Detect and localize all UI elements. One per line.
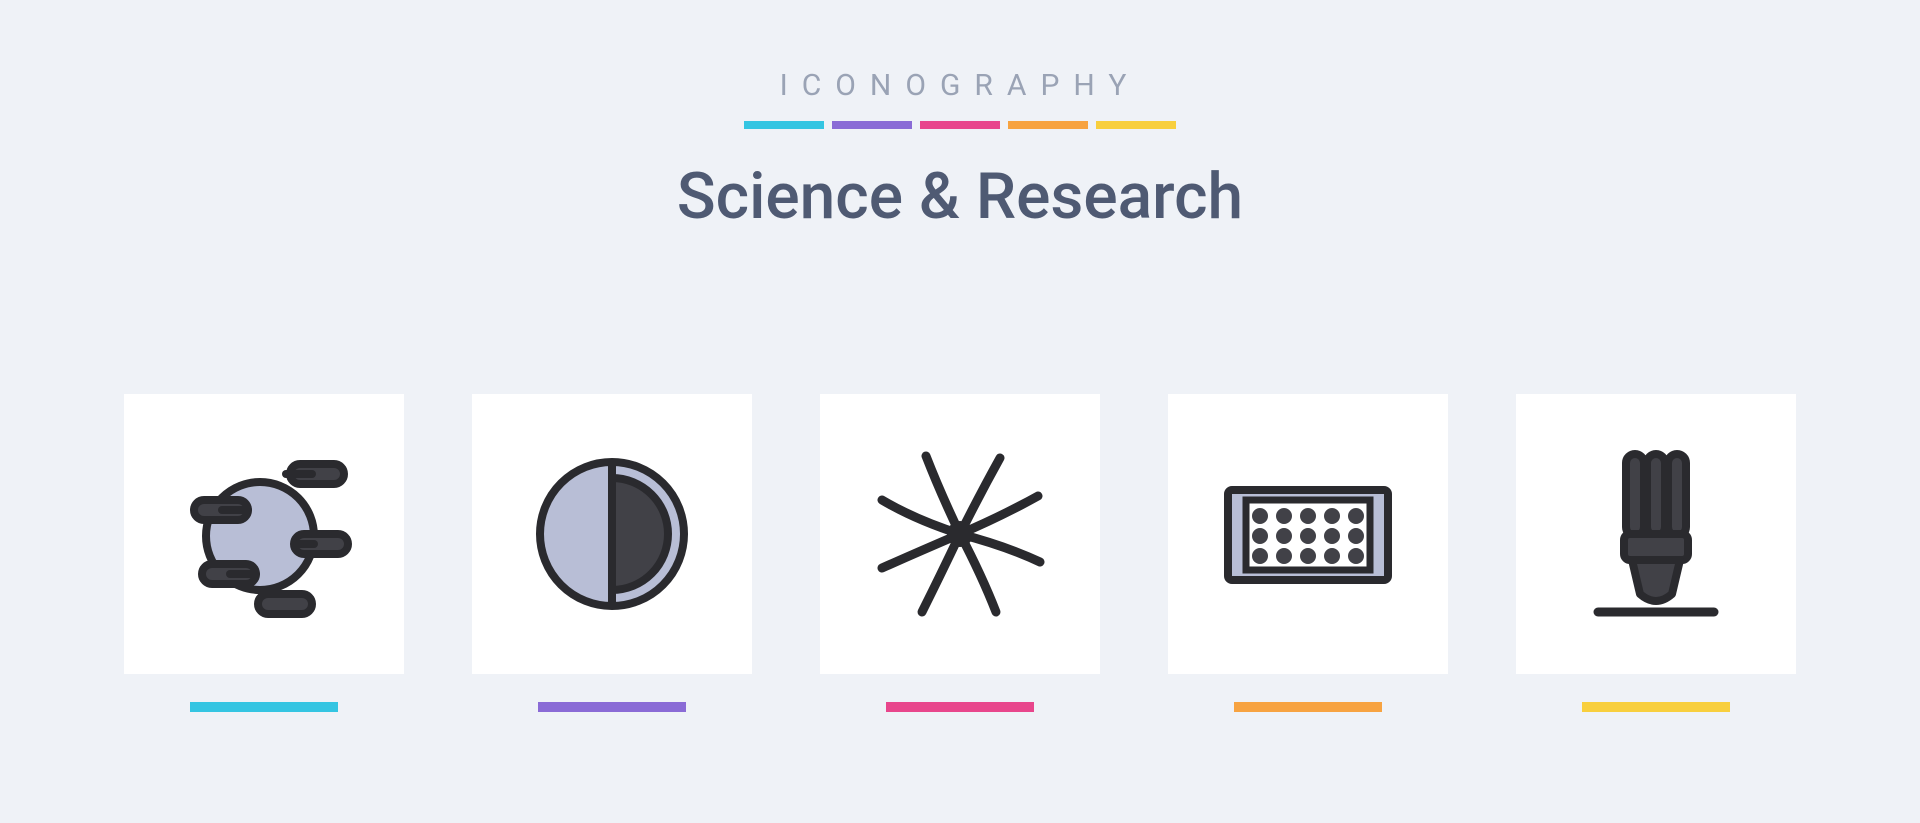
- underline: [886, 702, 1034, 712]
- contrast-icon: [512, 434, 712, 634]
- icon-col-2: [472, 394, 752, 712]
- category-title: Science & Research: [0, 159, 1920, 234]
- satellite-icon: [164, 434, 364, 634]
- black-hole-icon: [860, 434, 1060, 634]
- underline: [190, 702, 338, 712]
- icon-col-4: [1168, 394, 1448, 712]
- bar-orange: [1008, 121, 1088, 129]
- bar-yellow: [1096, 121, 1176, 129]
- icon-card: [820, 394, 1100, 674]
- header: ICONOGRAPHY Science & Research: [0, 0, 1920, 234]
- icon-card: [1516, 394, 1796, 674]
- underline: [1234, 702, 1382, 712]
- bar-purple: [832, 121, 912, 129]
- brand-label: ICONOGRAPHY: [0, 68, 1920, 103]
- brand-color-bars: [0, 121, 1920, 129]
- icon-col-3: [820, 394, 1100, 712]
- led-panel-icon: [1208, 434, 1408, 634]
- bar-magenta: [920, 121, 1000, 129]
- icon-card: [1168, 394, 1448, 674]
- bar-cyan: [744, 121, 824, 129]
- icon-card: [124, 394, 404, 674]
- icon-row: [0, 394, 1920, 712]
- icon-col-5: [1516, 394, 1796, 712]
- icon-card: [472, 394, 752, 674]
- icon-col-1: [124, 394, 404, 712]
- underline: [538, 702, 686, 712]
- underline: [1582, 702, 1730, 712]
- cfl-bulb-icon: [1556, 434, 1756, 634]
